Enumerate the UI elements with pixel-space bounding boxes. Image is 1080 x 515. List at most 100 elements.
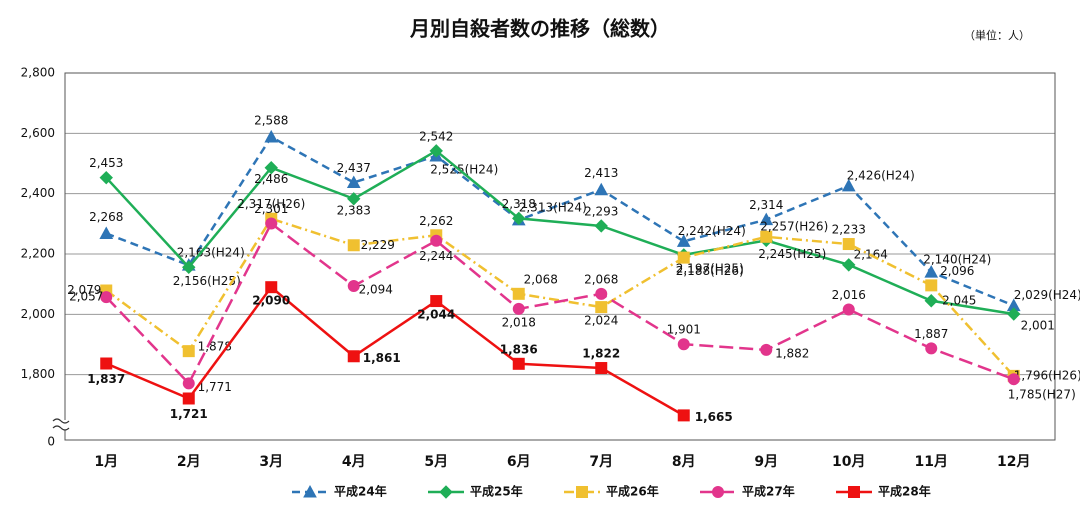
value-label: 2,068 [584, 272, 618, 286]
marker [182, 260, 196, 274]
axis-break-mask [55, 420, 69, 430]
marker [430, 295, 443, 308]
y-tick-label: 2,400 [21, 186, 55, 200]
value-label: 2,079 [67, 283, 101, 297]
marker [924, 294, 938, 308]
x-tick-label: 7月 [589, 454, 613, 470]
marker [925, 342, 938, 355]
unit-note: （単位：人） [964, 28, 1030, 42]
value-label: 1,822 [582, 347, 620, 361]
y-tick-label: 2,600 [21, 126, 55, 140]
marker [265, 217, 278, 230]
value-label: 1,882 [775, 346, 809, 360]
marker [346, 175, 361, 189]
value-label: 2,140(H24) [923, 253, 991, 267]
marker [99, 170, 113, 185]
value-label: 2,317(H26) [237, 197, 305, 211]
value-label: 1,665 [695, 410, 733, 424]
value-label: 1,785(H27) [1008, 388, 1076, 402]
marker [595, 301, 608, 314]
marker [347, 350, 360, 363]
marker [677, 409, 690, 422]
chart-title: 月別自殺者数の推移（総数） [409, 17, 670, 41]
series-line [105, 135, 1015, 307]
y-tick-label: 0 [47, 435, 55, 449]
value-label: 2,318 [502, 197, 536, 211]
legend-label: 平成25年 [470, 484, 523, 499]
value-label: 2,301 [254, 202, 288, 216]
legend-label: 平成24年 [334, 484, 387, 499]
value-label: 2,016 [832, 288, 866, 302]
marker [1007, 373, 1020, 386]
x-tick-label: 2月 [177, 454, 201, 470]
value-label: 2,383 [337, 203, 371, 217]
marker [512, 287, 525, 300]
x-tick-label: 6月 [507, 454, 531, 470]
series-line [105, 217, 1015, 377]
marker [512, 357, 525, 370]
axis-break [52, 418, 70, 424]
value-label: 2,314 [749, 198, 783, 212]
value-label: 2,044 [417, 308, 455, 322]
value-label: 1,887 [914, 327, 948, 341]
series-line [105, 285, 685, 417]
marker [760, 343, 773, 356]
marker [430, 234, 443, 247]
value-label: 2,057 [69, 290, 103, 304]
value-label: 2,313(H24) [519, 200, 587, 214]
value-label: 2,029(H24) [1014, 288, 1080, 302]
value-label: 2,257(H26) [760, 219, 828, 233]
legend-marker [439, 485, 453, 499]
value-label: 2,437 [337, 161, 371, 175]
value-label: 2,262 [419, 214, 453, 228]
legend-marker [712, 486, 724, 498]
value-label: 2,090 [252, 294, 290, 308]
value-label: 1,796(H26) [1014, 368, 1080, 382]
marker [512, 302, 525, 315]
marker [512, 211, 526, 226]
value-label: 2,245(H25) [758, 247, 826, 261]
value-label: 2,426(H24) [847, 168, 915, 182]
value-label: 2,268 [89, 210, 123, 224]
value-label: 2,525(H24) [430, 162, 498, 176]
marker [347, 239, 360, 252]
value-label: 1,721 [170, 407, 208, 421]
value-label: 2,413 [584, 166, 618, 180]
value-label: 2,453 [89, 156, 123, 170]
series-line [105, 149, 1014, 316]
marker [677, 338, 690, 351]
marker [182, 392, 195, 405]
value-label: 1,861 [363, 351, 401, 365]
legend-marker [576, 486, 588, 498]
marker [595, 287, 608, 300]
x-tick-label: 3月 [259, 454, 283, 470]
axis-break [52, 425, 70, 431]
marker [429, 144, 443, 158]
value-label: 2,233 [832, 223, 866, 237]
marker [265, 281, 278, 294]
x-tick-label: 4月 [342, 454, 366, 470]
value-label: 2,293 [584, 204, 618, 218]
legend-label: 平成27年 [742, 484, 795, 499]
value-label: 2,188(H26) [676, 264, 744, 278]
value-label: 2,244 [419, 249, 453, 263]
plot-frame [64, 72, 1056, 441]
marker [100, 291, 113, 304]
marker [841, 178, 856, 192]
value-label: 2,045 [942, 293, 976, 307]
x-tick-label: 1月 [94, 454, 118, 470]
x-tick-label: 10月 [832, 454, 865, 470]
value-label: 1,836 [500, 342, 538, 356]
legend-marker [303, 484, 317, 498]
marker [264, 161, 278, 175]
marker [264, 129, 279, 143]
marker [676, 234, 691, 247]
legend-label: 平成26年 [606, 484, 659, 499]
series-line [105, 221, 1015, 386]
marker [677, 251, 690, 264]
marker [99, 226, 114, 239]
value-label: 1,837 [87, 372, 125, 386]
marker [594, 182, 609, 196]
marker [759, 212, 774, 226]
